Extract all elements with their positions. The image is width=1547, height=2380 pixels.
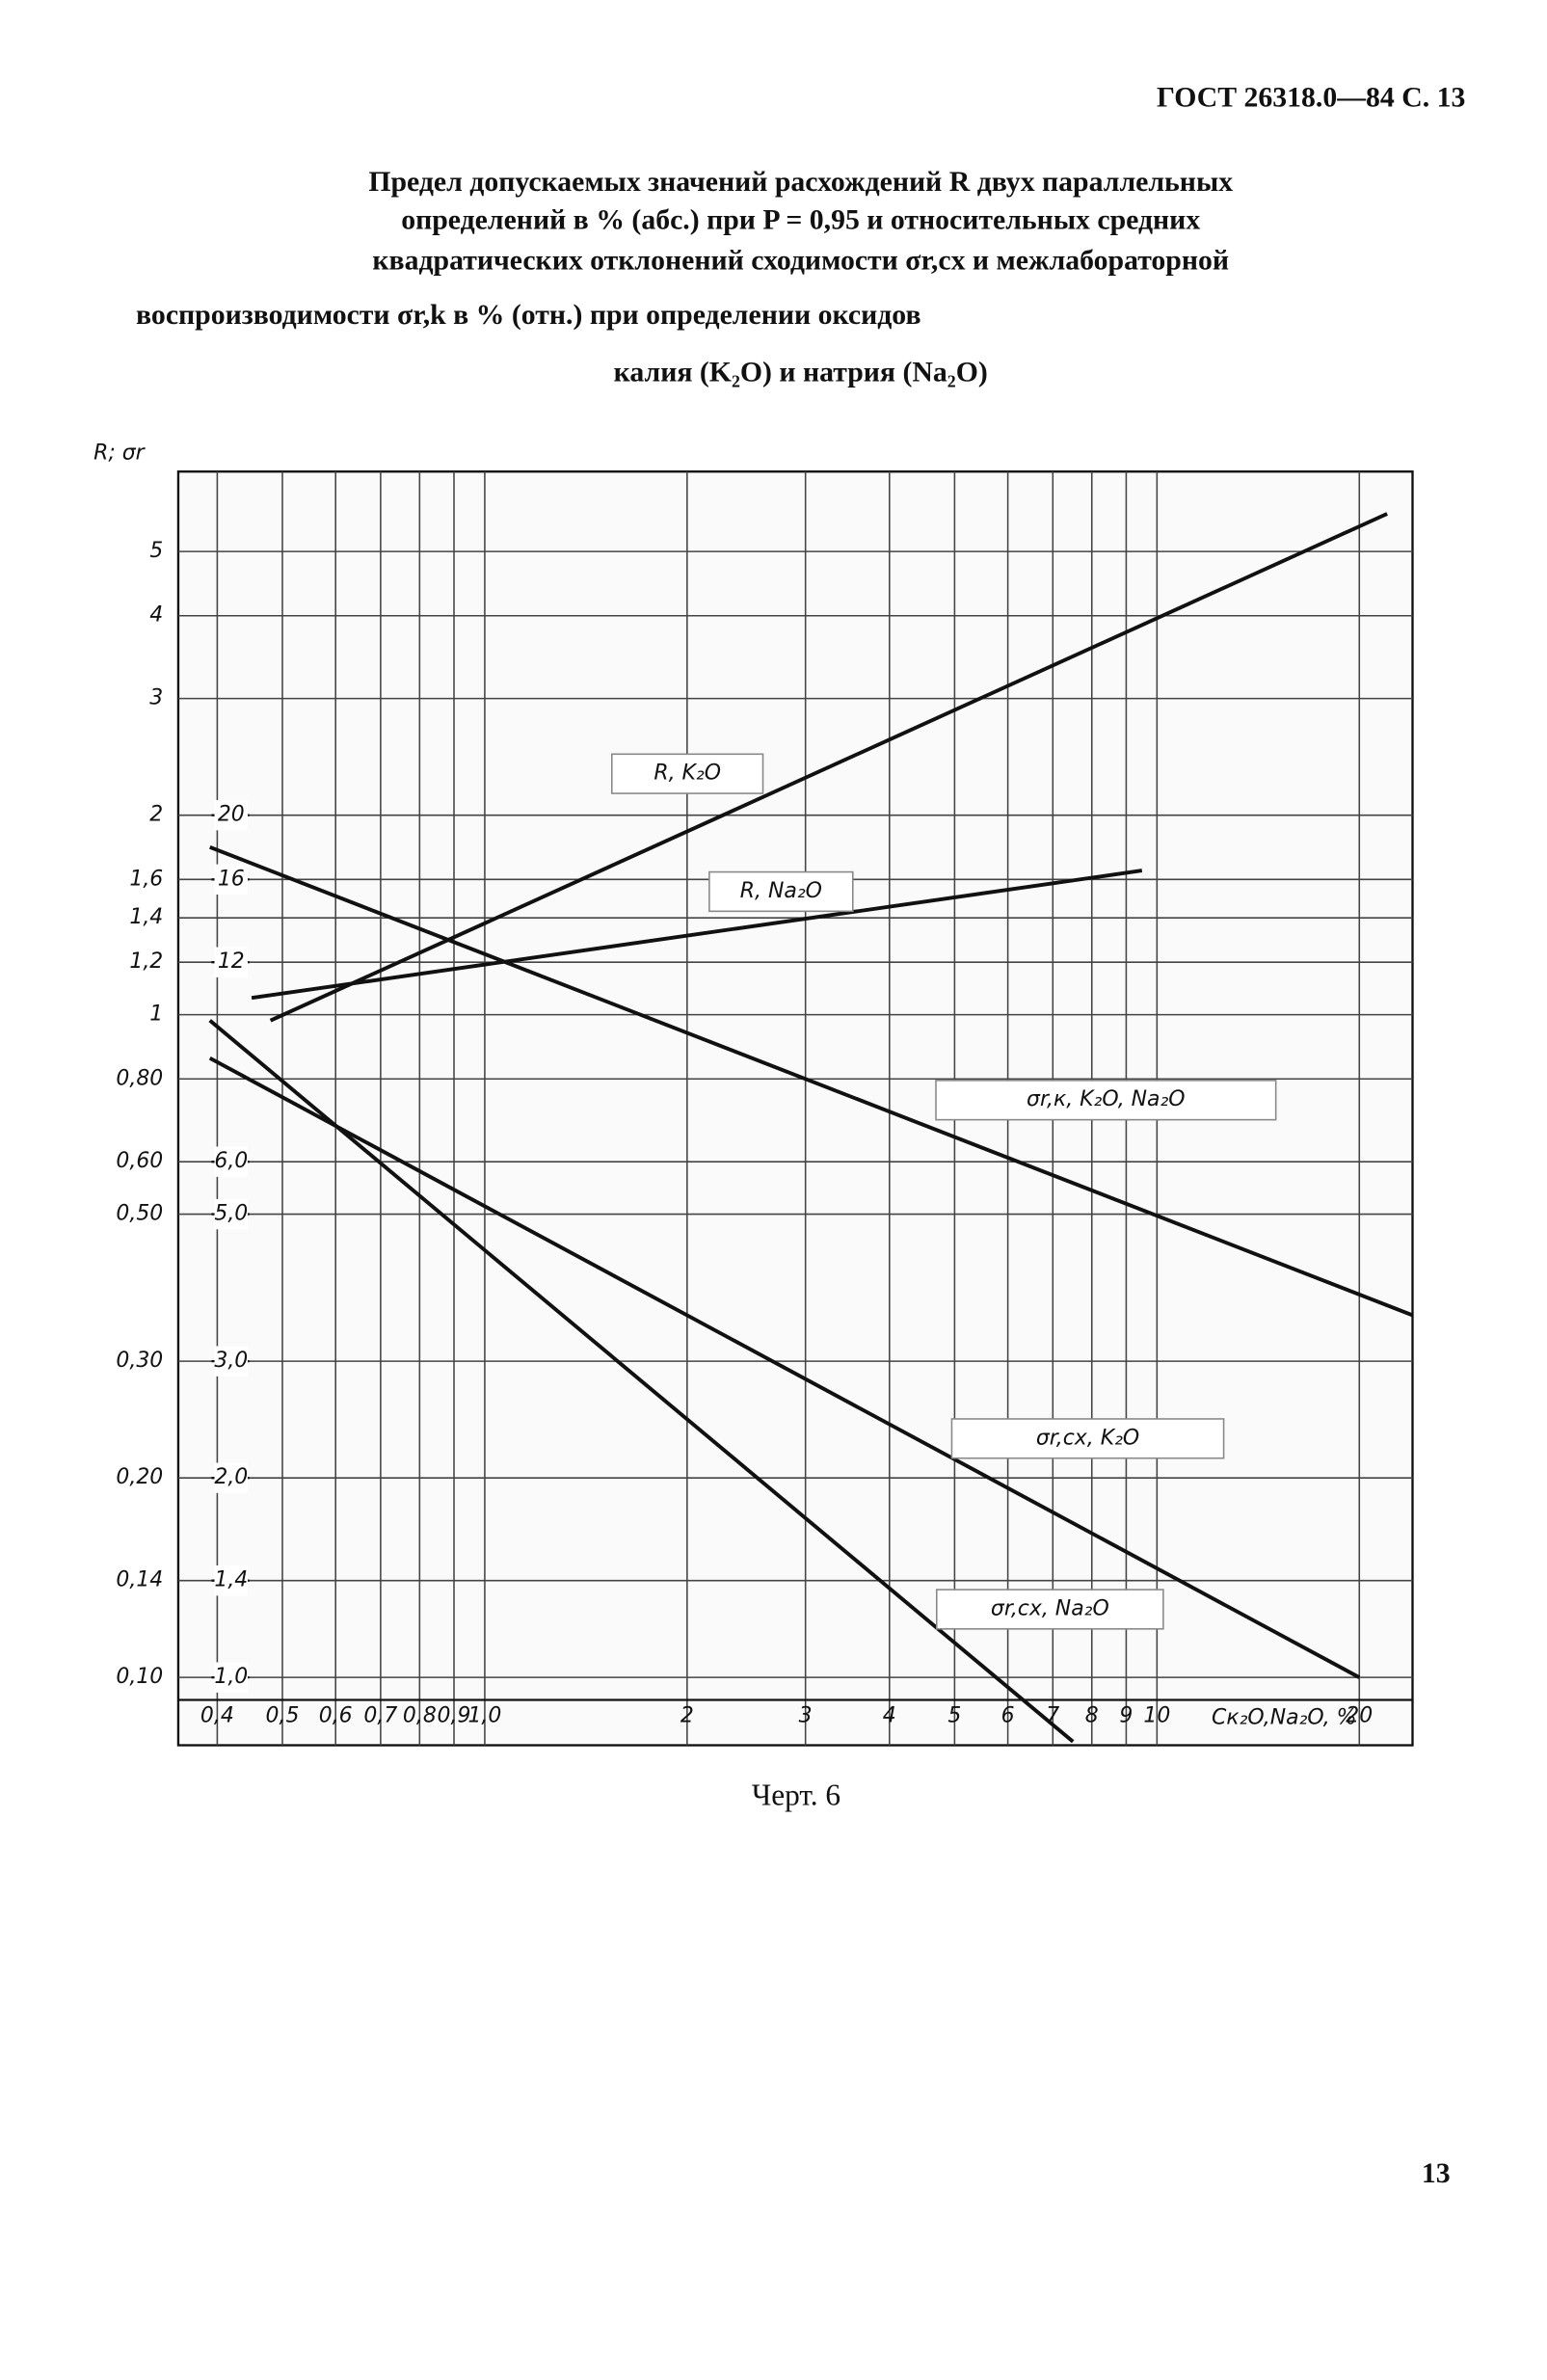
y-tick-label: 0,50 xyxy=(116,1202,163,1226)
series-label: R, K₂O xyxy=(653,762,721,786)
y-tick-label: 0,20 xyxy=(116,1465,163,1489)
y2-label-box xyxy=(214,1564,249,1596)
series-label: σr,cx, Na₂O xyxy=(991,1596,1109,1620)
x-tick-label: 0,4 xyxy=(200,1704,234,1728)
y2-label-box xyxy=(214,1462,249,1493)
series-line xyxy=(208,1019,1075,1744)
series-line xyxy=(269,512,1388,1023)
y-tick-label: 2 xyxy=(149,803,163,827)
y2-label-box xyxy=(214,1146,249,1177)
series-label-box xyxy=(611,753,764,794)
plot-lines xyxy=(208,512,1413,1744)
series-line xyxy=(251,869,1143,1001)
x-tick-label: 3 xyxy=(799,1704,813,1728)
series-label: σr,к, K₂O, Na₂O xyxy=(1027,1087,1186,1111)
y2-tick-label: 1,4 xyxy=(214,1568,248,1592)
y-tick-label: 0,30 xyxy=(116,1349,163,1373)
x-tick-label: 5 xyxy=(947,1704,961,1728)
series-label: R, Na₂O xyxy=(740,879,822,903)
y2-tick-label: 16 xyxy=(218,867,245,891)
x-tick-label: 0,9 xyxy=(438,1704,471,1728)
y2-tick-label: 12 xyxy=(218,949,245,974)
y-tick-label: 1,6 xyxy=(129,867,163,891)
x-axis-label: Cк₂O,Na₂O, % xyxy=(1212,1705,1357,1729)
x-tick-label: 9 xyxy=(1119,1704,1133,1728)
series-line xyxy=(209,844,1413,1318)
y-axis-label: R; σr xyxy=(93,441,147,465)
y-tick-label: 1,4 xyxy=(129,905,163,929)
series-label-box xyxy=(708,870,854,913)
x-tick-label: 2 xyxy=(680,1704,694,1728)
y2-tick-label: 3,0 xyxy=(214,1349,248,1373)
series-label-box xyxy=(935,1589,1164,1630)
x-tick-label: 1,0 xyxy=(467,1704,501,1728)
y2-label-box xyxy=(214,1198,249,1230)
chart-title: Предел допускаемых значений расхождений … xyxy=(368,166,1233,198)
x-tick-label: 20 xyxy=(1346,1704,1373,1728)
y-tick-label: 1,2 xyxy=(129,949,163,974)
caption: Черт. 6 xyxy=(752,1778,840,1812)
y2-tick-label: 20 xyxy=(218,803,245,827)
y-tick-label: 0,60 xyxy=(116,1149,163,1173)
x-tick-label: 10 xyxy=(1143,1704,1170,1728)
y2-tick-label: 2,0 xyxy=(214,1465,248,1489)
y2-tick-label: 5,0 xyxy=(214,1202,248,1226)
chart-title: определений в % (абс.) при P = 0,95 и от… xyxy=(401,203,1200,235)
x-tick-label: 0,6 xyxy=(319,1704,353,1728)
y2-tick-label: 6,0 xyxy=(214,1149,248,1173)
y-tick-label: 0,80 xyxy=(116,1066,163,1090)
y2-label-box xyxy=(214,800,249,831)
y2-label-box xyxy=(214,1346,249,1377)
y-tick-label: 4 xyxy=(149,603,163,628)
x-tick-label: 8 xyxy=(1085,1704,1099,1728)
page-number: 13 xyxy=(1422,2157,1451,2189)
x-tick-label: 4 xyxy=(883,1704,896,1728)
y2-label-box xyxy=(214,1662,249,1693)
y2-tick-label: 1,0 xyxy=(214,1665,248,1689)
y-tick-label: 3 xyxy=(149,686,163,710)
series-line xyxy=(208,1056,1361,1679)
y-tick-label: 5 xyxy=(149,539,163,563)
y-tick-label: 0,10 xyxy=(116,1665,163,1689)
x-tick-label: 0,8 xyxy=(403,1704,437,1728)
chart-title: воспроизводимости σr,k в % (отн.) при оп… xyxy=(136,299,920,331)
x-tick-label: 0,5 xyxy=(266,1704,300,1728)
chart-title: квадратических отклонений сходимости σr,… xyxy=(372,245,1229,277)
y2-label-box xyxy=(214,947,249,977)
x-tick-label: 0,7 xyxy=(363,1704,397,1728)
x-tick-label: 6 xyxy=(1001,1704,1015,1728)
series-label-box xyxy=(950,1418,1225,1459)
header: ГОСТ 26318.0—84 С. 13 xyxy=(1157,81,1465,113)
chart-title: калия (K₂O) и натрия (Na₂O) xyxy=(614,357,988,388)
series-label-box xyxy=(935,1080,1277,1121)
y-tick-label: 0,14 xyxy=(116,1568,163,1592)
series-label: σr,cx, K₂O xyxy=(1036,1426,1139,1450)
y-tick-label: 1 xyxy=(149,1003,163,1027)
y2-label-box xyxy=(214,864,249,895)
